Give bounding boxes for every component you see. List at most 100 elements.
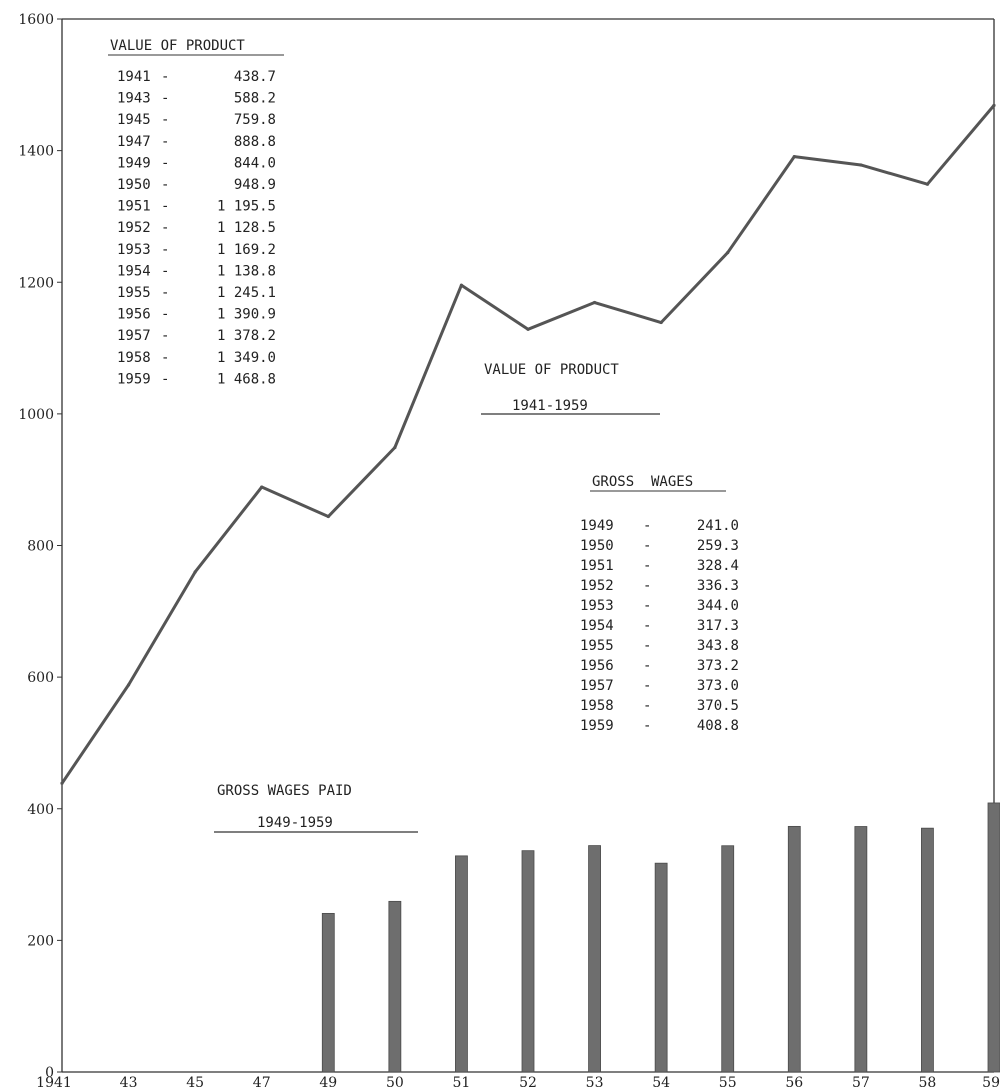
y-tick-label: 800: [27, 539, 54, 555]
value-table-dash: -: [161, 112, 169, 128]
value-table-dash: -: [161, 350, 169, 366]
x-tick-label: 58: [919, 1075, 937, 1089]
value-table-value: 1 128.5: [217, 220, 276, 236]
wages-table-year: 1958: [580, 698, 614, 714]
value-table-year: 1955: [117, 285, 151, 301]
wages-table-year: 1955: [580, 638, 614, 654]
wages-table: GROSS WAGES 1949 - 241.0 1950 - 259.3 1951 - 328…: [580, 474, 739, 734]
value-table-year: 1954: [117, 263, 151, 279]
value-table-dash: -: [161, 199, 169, 215]
value-table-dash: -: [161, 242, 169, 258]
x-tick-label: 59: [982, 1075, 1000, 1089]
wages-table-year: 1953: [580, 598, 614, 614]
wages-table-year: 1951: [580, 558, 614, 574]
value-table-value: 1 169.2: [217, 242, 276, 258]
value-table: VALUE OF PRODUCT 1941-438.71943-588.2194…: [108, 38, 284, 387]
value-table-year: 1951: [117, 199, 151, 215]
wages-table-year: 1956: [580, 658, 614, 674]
wages-table-value: 317.3: [697, 618, 739, 634]
wages-table-value: 373.2: [697, 658, 739, 674]
value-table-year: 1950: [117, 177, 151, 193]
wages-table-dash: -: [643, 718, 651, 734]
x-tick-label: 57: [852, 1075, 870, 1089]
wages-table-value: 328.4: [697, 558, 739, 574]
wages-bar: [654, 862, 668, 1073]
value-table-dash: -: [161, 91, 169, 107]
value-table-dash: -: [161, 220, 169, 236]
x-tick-label: 1941: [36, 1075, 72, 1089]
value-point: [659, 320, 663, 325]
x-tick-label: 52: [519, 1075, 537, 1089]
x-tick-label: 45: [186, 1075, 204, 1089]
value-point: [925, 182, 930, 186]
wages-table-dash: -: [643, 538, 651, 554]
wages-table-dash: -: [643, 558, 651, 574]
value-table-rows: 1941-438.71943-588.21945-759.81947-888.8…: [117, 69, 276, 387]
wages-bar: [987, 802, 1000, 1073]
value-table-value: 1 390.9: [217, 307, 276, 323]
value-point: [326, 514, 330, 519]
wages-annotation-title: GROSS WAGES PAID: [217, 783, 352, 799]
wages-bar: [321, 912, 335, 1073]
wages-table-year: 1950: [580, 538, 614, 554]
value-table-value: 1 245.1: [217, 285, 276, 301]
value-table-year: 1945: [117, 112, 151, 128]
wages-table-value: 344.0: [697, 598, 739, 614]
x-tick-label: 49: [319, 1075, 337, 1089]
x-tick-label: 53: [586, 1075, 604, 1089]
y-tick-label: 1600: [18, 12, 54, 28]
wages-table-title: GROSS WAGES: [592, 474, 693, 490]
value-table-value: 1 195.5: [217, 199, 276, 215]
wages-table-year: 1957: [580, 678, 614, 694]
value-table-value: 1 349.0: [217, 350, 276, 366]
value-table-year: 1947: [117, 134, 151, 150]
value-table-value: 1 468.8: [217, 371, 276, 387]
wages-annotation-subtitle: 1949-1959: [257, 815, 333, 831]
value-table-value: 888.8: [234, 134, 276, 150]
value-table-year: 1958: [117, 350, 151, 366]
value-point: [60, 781, 64, 785]
value-table-value: 1 138.8: [217, 263, 276, 279]
value-table-title: VALUE OF PRODUCT: [110, 38, 245, 54]
value-point: [592, 300, 597, 305]
wages-table-value: 408.8: [697, 718, 739, 734]
wages-table-value: 343.8: [697, 638, 739, 654]
value-point: [126, 683, 131, 687]
value-table-dash: -: [161, 155, 169, 171]
value-series-line: [60, 104, 996, 785]
wages-bar: [787, 825, 801, 1073]
value-point: [459, 283, 464, 287]
wages-table-dash: -: [643, 578, 651, 594]
value-table-dash: -: [161, 328, 169, 344]
value-table-value: 844.0: [234, 155, 276, 171]
value-annotation-subtitle: 1941-1959: [512, 398, 588, 414]
value-table-value: 1 378.2: [217, 328, 276, 344]
x-tick-label: 54: [652, 1075, 670, 1089]
wages-table-year: 1954: [580, 618, 614, 634]
value-table-dash: -: [161, 371, 169, 387]
value-table-dash: -: [161, 307, 169, 323]
value-table-year: 1949: [117, 155, 151, 171]
wages-bar: [721, 845, 735, 1073]
wages-table-value: 241.0: [697, 518, 739, 534]
y-tick-label: 600: [27, 670, 54, 686]
y-tick-label: 1200: [18, 275, 54, 291]
value-point: [726, 250, 730, 255]
value-annotation-title: VALUE OF PRODUCT: [484, 362, 619, 378]
x-tick-label: 47: [253, 1075, 271, 1089]
x-tick-label: 55: [719, 1075, 737, 1089]
wages-table-year: 1949: [580, 518, 614, 534]
y-tick-label: 400: [27, 802, 54, 818]
wages-bars: [321, 802, 1000, 1073]
y-tick-label: 200: [27, 933, 54, 949]
value-table-year: 1943: [117, 91, 151, 107]
wages-table-year: 1952: [580, 578, 614, 594]
wages-bar: [588, 845, 601, 1073]
value-table-dash: -: [161, 69, 169, 85]
x-tick-label: 51: [453, 1075, 471, 1089]
value-point: [260, 485, 264, 489]
wages-bar: [455, 855, 468, 1073]
y-axis: 0 200 400 600 800 1000 1200 1400 1600: [18, 12, 62, 1081]
